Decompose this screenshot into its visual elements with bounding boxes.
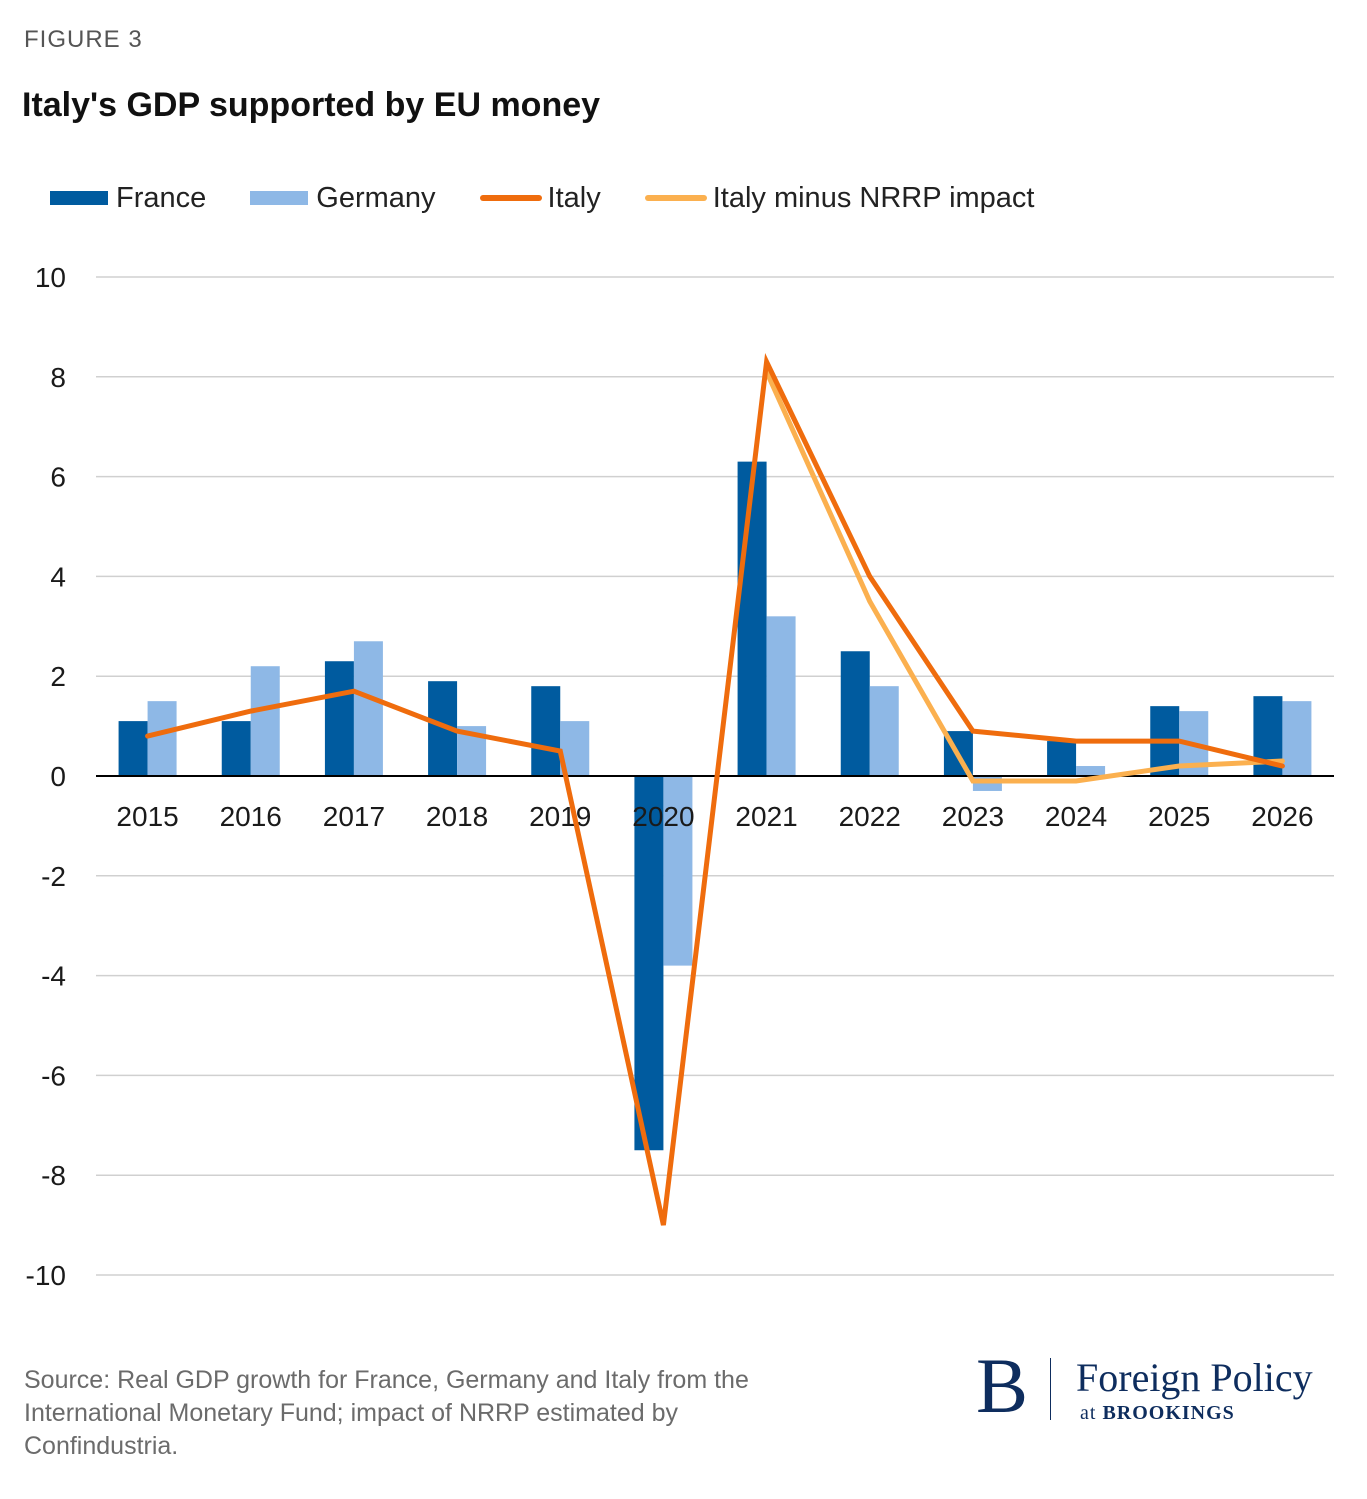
y-tick-label: -2 xyxy=(41,861,66,892)
line-italy-minus-nrrp-impact xyxy=(764,369,1285,784)
bar-germany xyxy=(250,666,280,776)
brookings-logo: B Foreign Policy at BROOKINGS xyxy=(972,1346,1352,1430)
logo-mark: B xyxy=(976,1342,1029,1429)
bar-france xyxy=(531,686,561,776)
bar-germany xyxy=(869,686,899,776)
bar-germany xyxy=(1282,701,1312,776)
source-text: Real GDP growth for France, Germany and … xyxy=(24,1366,749,1460)
y-tick-label: 10 xyxy=(35,262,66,293)
legend-item-italy: Italy xyxy=(479,181,601,215)
bar-germany xyxy=(663,776,693,966)
x-tick-label: 2024 xyxy=(1045,801,1107,832)
legend-label-france: France xyxy=(116,181,207,214)
bar-france xyxy=(118,721,148,776)
legend-swatch-germany xyxy=(250,191,309,205)
legend-item-germany: Germany xyxy=(250,181,436,215)
source-note: Source: Real GDP growth for France, Germ… xyxy=(24,1364,764,1463)
x-tick-label: 2025 xyxy=(1148,801,1210,832)
chart-title: Italy's GDP supported by EU money xyxy=(22,86,601,124)
source-label: Source: xyxy=(24,1366,111,1394)
x-tick-label: 2018 xyxy=(426,801,488,832)
logo-subname-prefix: at xyxy=(1080,1402,1097,1424)
legend-label-germany: Germany xyxy=(316,181,436,214)
y-tick-label: -8 xyxy=(41,1160,66,1191)
legend-swatch-italy-minus-nrrp xyxy=(644,195,707,201)
logo-subname-text: BROOKINGS xyxy=(1102,1402,1235,1424)
figure-label: FIGURE 3 xyxy=(24,26,143,53)
y-tick-label: 4 xyxy=(50,561,66,592)
x-tick-label: 2026 xyxy=(1251,801,1313,832)
x-tick-label: 2017 xyxy=(323,801,385,832)
bar-germany xyxy=(147,701,177,776)
x-tick-label: 2020 xyxy=(632,801,694,832)
logo-divider xyxy=(1050,1358,1051,1420)
bar-france xyxy=(1047,741,1077,776)
logo-name: Foreign Policy xyxy=(1076,1355,1313,1400)
x-tick-label: 2022 xyxy=(839,801,901,832)
bar-germany xyxy=(766,616,796,776)
x-tick-label: 2016 xyxy=(220,801,282,832)
bar-france xyxy=(737,461,767,776)
bar-germany xyxy=(353,641,383,776)
legend-label-italy: Italy xyxy=(547,181,601,214)
chart-plot: 10 8 6 4 2 0 -2 -4 -6 -8 -10 2015 2016 2017 2018 2019 20… xyxy=(26,262,1334,1291)
y-tick-label: 8 xyxy=(50,362,66,393)
x-tick-label: 2021 xyxy=(735,801,797,832)
bar-germany xyxy=(1076,766,1106,776)
y-tick-label: 6 xyxy=(50,462,66,493)
x-tick-label: 2023 xyxy=(942,801,1004,832)
legend-label-italy-minus-nrrp: Italy minus NRRP impact xyxy=(712,181,1035,214)
bar-france xyxy=(324,661,354,776)
y-tick-label: -4 xyxy=(41,961,66,992)
bar-france xyxy=(634,776,664,1151)
y-tick-label: 0 xyxy=(50,761,66,792)
legend-item-france: France xyxy=(50,182,206,215)
y-tick-label: -6 xyxy=(41,1060,66,1091)
logo-subname: at BROOKINGS xyxy=(1080,1402,1235,1425)
x-tick-label: 2019 xyxy=(529,801,591,832)
legend-swatch-italy xyxy=(479,195,542,201)
chart-legend: France Germany Italy Italy minus NRRP im… xyxy=(50,178,1079,218)
legend-swatch-france xyxy=(50,191,108,205)
x-tick-label: 2015 xyxy=(116,801,178,832)
line-italy xyxy=(145,353,1285,1226)
bar-france xyxy=(840,651,870,776)
bar-france xyxy=(221,721,251,776)
y-tick-label: -10 xyxy=(26,1260,66,1291)
y-tick-label: 2 xyxy=(50,661,66,692)
legend-item-italy-minus-nrrp: Italy minus NRRP impact xyxy=(644,181,1035,215)
